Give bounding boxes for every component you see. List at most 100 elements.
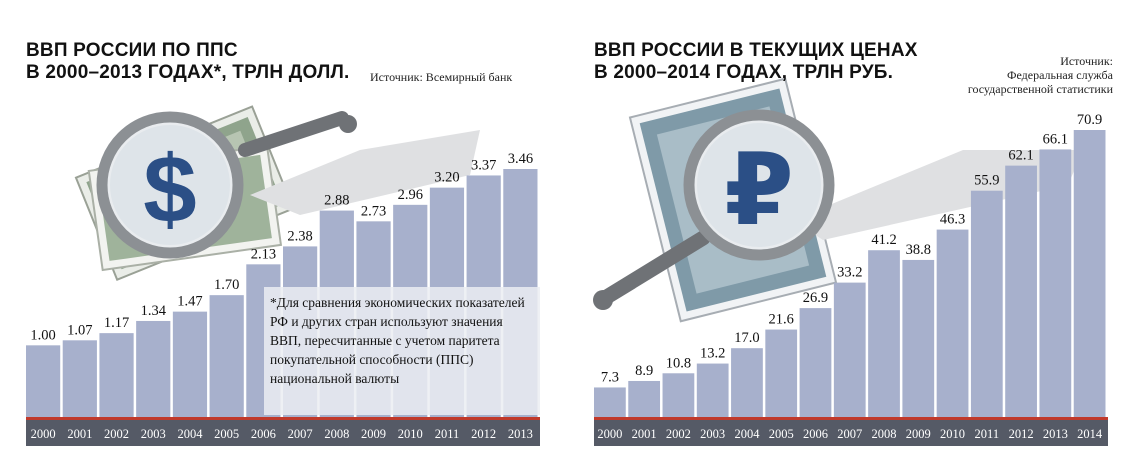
bar-2010 [936, 229, 969, 417]
chart-right-title: ВВП РОССИИ В ТЕКУЩИХ ЦЕНАХ В 2000–2014 Г… [594, 40, 954, 84]
x-tick-2006: 2006 [251, 427, 276, 441]
data-label-2003: 13.2 [700, 346, 725, 362]
bar-2005 [209, 295, 244, 417]
x-axis-band [26, 420, 540, 446]
chart-left-footnote: *Для сравнения экономических показателей… [264, 287, 540, 415]
x-tick-2006: 2006 [803, 427, 828, 441]
data-label-2004: 17.0 [734, 330, 759, 346]
x-tick-2011: 2011 [975, 427, 1000, 441]
x-tick-2011: 2011 [435, 427, 460, 441]
x-tick-2005: 2005 [769, 427, 794, 441]
bar-2011 [970, 190, 1003, 417]
x-tick-2001: 2001 [632, 427, 657, 441]
x-tick-2008: 2008 [324, 427, 349, 441]
bar-2004 [172, 311, 208, 417]
bar-2001 [628, 380, 661, 417]
bar-2007 [833, 282, 866, 417]
x-tick-2002: 2002 [104, 427, 129, 441]
baseline [594, 417, 1108, 420]
x-tick-2007: 2007 [288, 427, 313, 441]
data-label-2006: 2.13 [251, 246, 276, 262]
chart-left: $ 1.00 2000 1.07 2001 1.17 2002 1.34 2003 1.47 20… [0, 0, 560, 460]
data-label-2007: 2.38 [287, 228, 312, 244]
chart-right-source: Источник: Федеральная служба государстве… [923, 54, 1113, 96]
x-tick-2000: 2000 [597, 427, 622, 441]
bar-2001 [62, 340, 97, 417]
chart-right-title-line1: ВВП РОССИИ В ТЕКУЩИХ ЦЕНАХ [594, 40, 918, 61]
bar-2009 [902, 259, 935, 417]
dollar-magnifier-icon: $ [74, 105, 480, 282]
data-label-2009: 38.8 [906, 242, 931, 258]
x-tick-2004: 2004 [177, 427, 203, 441]
chart-right-source-line3: государственной статистики [967, 82, 1113, 96]
data-label-2012: 62.1 [1008, 148, 1033, 164]
bar-2000 [26, 345, 61, 417]
data-label-2014: 70.9 [1077, 112, 1102, 128]
bar-2003 [696, 363, 729, 417]
chart-right: ₽ 7.3 2000 8.9 2001 10.8 2002 13.2 2003 17.0 2004… [563, 0, 1123, 460]
data-label-2005: 1.70 [214, 277, 239, 293]
bar-2002 [662, 373, 695, 417]
chart-right-title-line2: В 2000–2014 ГОДАХ, ТРЛН РУБ. [594, 62, 894, 83]
chart-left-title-line1: ВВП РОССИИ ПО ППС [26, 40, 238, 61]
chart-right-svg: ₽ 7.3 2000 8.9 2001 10.8 2002 13.2 2003 17.0 2004… [593, 77, 1108, 446]
data-label-2008: 2.88 [324, 193, 349, 209]
x-tick-2010: 2010 [398, 427, 423, 441]
chart-left-title: ВВП РОССИИ ПО ППС В 2000–2013 ГОДАХ*, ТР… [26, 40, 366, 84]
data-label-2010: 2.96 [398, 187, 423, 203]
data-label-2002: 1.17 [104, 315, 129, 331]
bar-2006 [799, 308, 832, 417]
x-axis-band [594, 420, 1108, 446]
x-tick-2013: 2013 [508, 427, 533, 441]
data-label-2004: 1.47 [177, 294, 202, 310]
bar-2000 [594, 387, 626, 417]
x-tick-2009: 2009 [906, 427, 931, 441]
data-label-2013: 3.46 [508, 151, 533, 167]
data-label-2001: 1.07 [67, 322, 92, 338]
bar-2003 [136, 320, 171, 417]
x-tick-2014: 2014 [1077, 427, 1103, 441]
chart-right-source-line1: Источник: [1060, 54, 1113, 68]
bar-2013 [1039, 149, 1072, 417]
x-tick-2000: 2000 [31, 427, 56, 441]
data-label-2008: 41.2 [871, 232, 896, 248]
data-label-2002: 10.8 [666, 355, 691, 371]
bar-2005 [765, 329, 798, 417]
bar-2004 [731, 348, 763, 417]
chart-right-source-line2: Федеральная служба [1007, 68, 1113, 82]
x-tick-2012: 2012 [471, 427, 496, 441]
data-label-2005: 21.6 [769, 312, 794, 328]
data-label-2001: 8.9 [635, 363, 653, 379]
x-tick-2007: 2007 [837, 427, 862, 441]
data-label-2013: 66.1 [1043, 131, 1068, 147]
bar-2002 [99, 333, 134, 417]
chart-left-source: Источник: Всемирный банк [370, 70, 513, 84]
x-tick-2012: 2012 [1009, 427, 1034, 441]
x-tick-2002: 2002 [666, 427, 691, 441]
svg-text:$: $ [143, 136, 196, 243]
x-tick-2008: 2008 [872, 427, 897, 441]
x-tick-2003: 2003 [141, 427, 166, 441]
data-label-2009: 2.73 [361, 203, 386, 219]
data-label-2003: 1.34 [141, 303, 167, 319]
chart-left-title-line2: В 2000–2013 ГОДАХ*, ТРЛН ДОЛЛ. [26, 62, 350, 83]
data-label-2006: 26.9 [803, 290, 828, 306]
data-label-2011: 55.9 [974, 173, 999, 189]
baseline [26, 417, 540, 420]
x-tick-2009: 2009 [361, 427, 386, 441]
x-tick-2003: 2003 [700, 427, 725, 441]
x-tick-2005: 2005 [214, 427, 239, 441]
bar-2012 [1005, 165, 1037, 417]
x-tick-2001: 2001 [67, 427, 92, 441]
data-label-2011: 3.20 [434, 170, 459, 186]
svg-text:₽: ₽ [724, 131, 794, 248]
data-label-2012: 3.37 [471, 157, 496, 173]
x-tick-2013: 2013 [1043, 427, 1068, 441]
data-label-2010: 46.3 [940, 212, 965, 228]
bar-2014 [1073, 130, 1106, 417]
x-tick-2004: 2004 [734, 427, 760, 441]
x-tick-2010: 2010 [940, 427, 965, 441]
data-label-2007: 33.2 [837, 265, 862, 281]
data-label-2000: 1.00 [30, 327, 55, 343]
bar-2008 [868, 250, 900, 417]
